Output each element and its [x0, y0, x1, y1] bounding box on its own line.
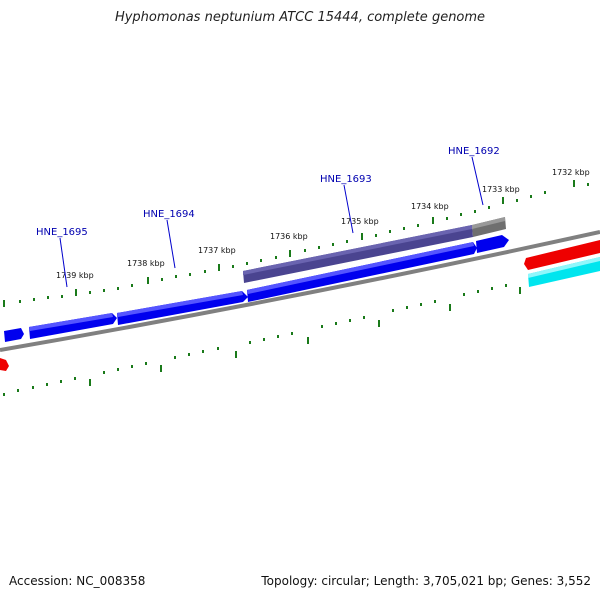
- accession-text: Accession: NC_008358: [9, 574, 146, 588]
- ruler-label: 1733 kbp: [482, 185, 520, 194]
- reverse-cds-red[interactable]: [524, 240, 600, 270]
- map-title: Hyphomonas neptunium ATCC 15444, complet…: [114, 10, 486, 25]
- cds-arrow[interactable]: [476, 235, 509, 253]
- ruler-label: 1736 kbp: [270, 232, 308, 241]
- ruler-label: 1739 kbp: [56, 271, 94, 280]
- genome-backbone: [0, 230, 600, 352]
- grey-feature-highlight: [472, 217, 505, 229]
- cds-arrow[interactable]: [4, 328, 24, 342]
- inner-ruler-ticks: [3, 284, 521, 396]
- gene-label-hne-1692[interactable]: HNE_1692: [448, 146, 500, 157]
- gene-feature-highlight: [243, 225, 472, 275]
- outer-ruler-ticks: [3, 180, 589, 307]
- ruler-label: 1732 kbp: [552, 168, 590, 177]
- ruler-label: 1735 kbp: [341, 217, 379, 226]
- cyan-highlight: [528, 257, 600, 278]
- reverse-cds-red[interactable]: [0, 358, 9, 371]
- cds-highlight: [29, 313, 113, 331]
- topology-text: Topology: circular; Length: 3,705,021 bp…: [261, 574, 591, 588]
- cds-highlight: [247, 242, 474, 294]
- ruler-label: 1738 kbp: [127, 259, 165, 268]
- ruler-label: 1734 kbp: [411, 202, 449, 211]
- ruler-label: 1737 kbp: [198, 246, 236, 255]
- forward-cds-track: [4, 235, 509, 342]
- gene-label-hne-1695[interactable]: HNE_1695: [36, 227, 88, 238]
- gene-label-group: HNE_1695 HNE_1694 HNE_1693 HNE_1692: [36, 146, 500, 288]
- gene-label-hne-1693[interactable]: HNE_1693: [320, 174, 372, 185]
- cds-highlight: [117, 291, 243, 317]
- gene-label-hne-1694[interactable]: HNE_1694: [143, 209, 195, 220]
